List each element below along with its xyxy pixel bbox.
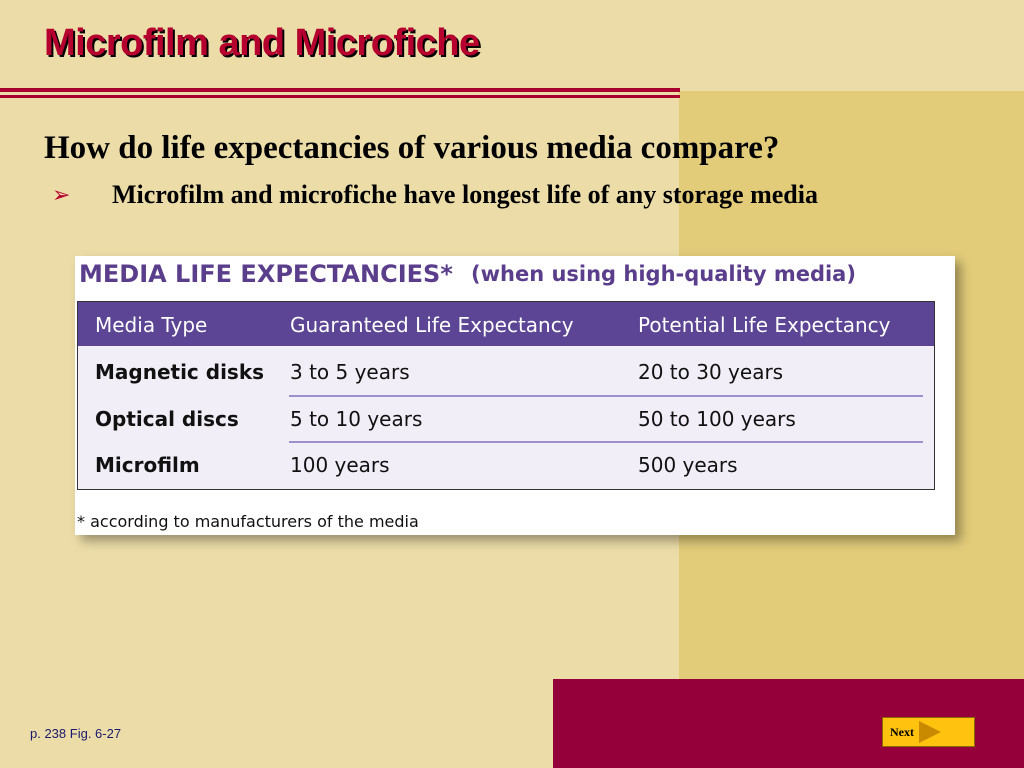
title-rule-secondary (0, 95, 680, 98)
figure-footnote: * according to manufacturers of the medi… (77, 512, 419, 531)
life-expectancy-table: Media Type Guaranteed Life Expectancy Po… (77, 301, 935, 490)
potential-cell: 50 to 100 years (638, 407, 796, 431)
row-divider (289, 441, 923, 443)
media-life-figure: MEDIA LIFE EXPECTANCIES* (when using hig… (75, 256, 955, 535)
guaranteed-cell: 100 years (290, 453, 390, 477)
figure-title: MEDIA LIFE EXPECTANCIES* (79, 260, 453, 288)
page-reference: p. 238 Fig. 6-27 (30, 726, 122, 741)
next-label: Next (890, 725, 914, 739)
guaranteed-cell: 3 to 5 years (290, 360, 410, 384)
potential-cell: 20 to 30 years (638, 360, 784, 384)
table-row: Microfilm 100 years 500 years (78, 440, 934, 486)
slide-title: Microfilm and Microfiche (44, 22, 480, 64)
bullet-text: Microfilm and microfiche have longest li… (112, 180, 818, 209)
media-type-cell: Magnetic disks (95, 360, 265, 384)
potential-cell: 500 years (638, 453, 738, 477)
figure-subtitle: (when using high-quality media) (471, 262, 856, 286)
table-header-row: Media Type Guaranteed Life Expectancy Po… (78, 302, 934, 346)
header-potential: Potential Life Expectancy (638, 313, 891, 337)
question-heading: How do life expectancies of various medi… (44, 130, 780, 166)
title-rule (0, 88, 680, 92)
header-guaranteed: Guaranteed Life Expectancy (290, 313, 574, 337)
media-type-cell: Microfilm (95, 453, 200, 477)
media-type-cell: Optical discs (95, 407, 239, 431)
next-button[interactable]: Next (882, 717, 975, 747)
guaranteed-cell: 5 to 10 years (290, 407, 423, 431)
table-row: Magnetic disks 3 to 5 years 20 to 30 yea… (78, 347, 934, 393)
arrow-right-icon (919, 721, 941, 743)
table-row: Optical discs 5 to 10 years 50 to 100 ye… (78, 394, 934, 440)
row-divider (289, 395, 923, 397)
arrow-bullet-icon: ➢ (52, 182, 71, 208)
bullet-item: ➢ Microfilm and microfiche have longest … (52, 180, 818, 210)
header-media-type: Media Type (95, 313, 208, 337)
